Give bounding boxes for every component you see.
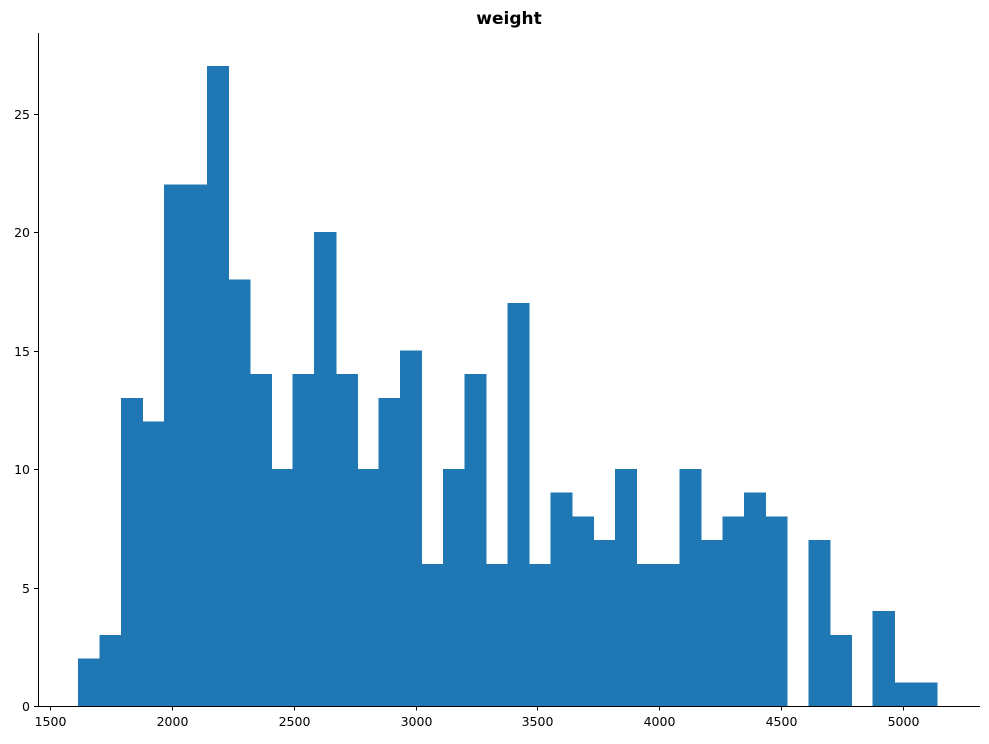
histogram-bar — [829, 634, 852, 706]
histogram-bar — [400, 350, 423, 706]
histogram-bar — [163, 184, 186, 706]
histogram-bar — [743, 492, 766, 706]
histogram-bar — [335, 374, 358, 706]
y-tick-label: 0 — [22, 699, 30, 714]
histogram-bar — [872, 611, 895, 706]
y-tick-label: 15 — [14, 344, 30, 359]
histogram-bar — [142, 421, 165, 706]
histogram-bar — [464, 374, 487, 706]
histogram-bar — [765, 516, 788, 706]
histogram-bar — [657, 563, 680, 706]
y-tick-label: 25 — [14, 107, 30, 122]
histogram-bar — [99, 634, 122, 706]
x-tick-label: 2500 — [279, 714, 311, 729]
x-tick-label: 3500 — [522, 714, 554, 729]
histogram-bar — [550, 492, 573, 706]
histogram-bar — [378, 397, 401, 706]
histogram-bar — [529, 563, 552, 706]
x-tick-label: 4500 — [766, 714, 798, 729]
histogram-bar — [700, 540, 723, 706]
x-axis: 1500 2000 2500 3000 3500 4000 4500 5000 — [35, 706, 980, 729]
histogram-bar — [443, 469, 466, 706]
y-tick-label: 10 — [14, 462, 30, 477]
y-axis: 0 5 10 15 20 25 — [14, 33, 39, 714]
y-tick-label: 20 — [14, 225, 30, 240]
histogram-bar — [271, 469, 294, 706]
histogram-bar — [292, 374, 315, 706]
histogram-bar — [593, 540, 616, 706]
histogram-bar — [808, 540, 831, 706]
chart-title: weight — [476, 9, 541, 29]
histogram-bar — [185, 184, 208, 706]
x-tick-label: 4000 — [644, 714, 676, 729]
x-tick-label: 5000 — [888, 714, 920, 729]
histogram-bar — [571, 516, 595, 706]
histogram-bar — [228, 279, 251, 706]
histogram-bar — [120, 397, 143, 706]
histogram-bar — [421, 563, 444, 706]
histogram-bar — [614, 469, 638, 706]
histogram-bar — [507, 303, 530, 706]
x-tick-label: 1500 — [35, 714, 67, 729]
histogram-bar — [636, 563, 659, 706]
histogram-bar — [486, 563, 509, 706]
histogram-bar — [314, 232, 337, 706]
histogram-bar — [206, 66, 229, 707]
histogram-bar — [679, 469, 702, 706]
histogram-bar — [915, 682, 938, 706]
histogram-bar — [357, 469, 380, 706]
histogram-bar — [249, 374, 272, 706]
x-tick-label: 3000 — [401, 714, 433, 729]
histogram-bar — [77, 658, 101, 706]
bars-group — [77, 66, 938, 707]
y-tick-label: 5 — [22, 581, 30, 596]
histogram-bar — [894, 682, 917, 706]
x-tick-label: 2000 — [157, 714, 189, 729]
histogram-bar — [722, 516, 745, 706]
